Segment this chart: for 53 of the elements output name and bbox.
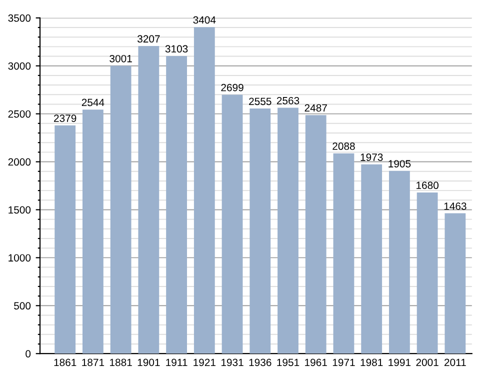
- bar: [82, 110, 104, 354]
- data-label: 3207: [137, 35, 160, 43]
- data-label: 3404: [193, 16, 216, 24]
- x-tick-label: 1936: [249, 358, 272, 366]
- y-tick-label: 3000: [8, 62, 31, 70]
- x-tick-label: 2001: [416, 358, 438, 366]
- x-tick-label: 1881: [110, 358, 132, 366]
- x-tick-label: 1981: [360, 358, 383, 366]
- y-tick-label: 2500: [8, 110, 31, 118]
- x-tick-label: 1901: [138, 358, 160, 366]
- data-label: 2088: [332, 142, 355, 150]
- bar: [222, 94, 243, 354]
- data-label: 2563: [276, 96, 300, 104]
- data-label: 1680: [416, 182, 438, 190]
- data-label: 1905: [388, 160, 411, 168]
- bar: [361, 164, 382, 354]
- x-tick-label: 1931: [221, 358, 244, 366]
- x-tick-label: 1861: [54, 358, 76, 366]
- y-tick-label: 3500: [8, 14, 31, 22]
- y-tick-label: 500: [14, 302, 31, 310]
- x-tick-label: 1951: [277, 358, 300, 366]
- y-tick-label: 1000: [8, 254, 31, 262]
- bar: [416, 192, 438, 354]
- data-label: 2487: [304, 104, 327, 112]
- y-tick-label: 1500: [8, 206, 31, 214]
- bar: [250, 108, 271, 354]
- x-tick-label: 1921: [194, 358, 216, 366]
- bar: [54, 125, 76, 354]
- data-label: 2555: [249, 98, 272, 106]
- data-label: 1973: [360, 154, 383, 161]
- bar: [138, 46, 160, 354]
- bar: [110, 66, 132, 354]
- bar: [444, 213, 466, 354]
- bar: [194, 27, 215, 354]
- bar: [305, 115, 326, 354]
- x-tick-label: 1971: [332, 358, 355, 366]
- data-label: 2544: [82, 98, 104, 106]
- x-tick-label: 1991: [388, 358, 411, 366]
- data-label: 3001: [110, 54, 132, 62]
- y-tick-label: 2000: [8, 158, 31, 166]
- data-label: 2379: [54, 114, 76, 122]
- data-label: 2699: [221, 84, 244, 92]
- bar: [333, 153, 354, 354]
- x-tick-label: 2011: [444, 358, 466, 366]
- x-tick-label: 1871: [82, 358, 104, 366]
- bar: [278, 108, 298, 354]
- bar: [389, 170, 410, 354]
- y-tick-label: 0: [26, 350, 31, 358]
- bar: [166, 56, 187, 354]
- data-label: 1463: [444, 202, 466, 210]
- x-tick-label: 1961: [305, 358, 327, 366]
- x-tick-label: 1911: [166, 358, 188, 366]
- data-label: 3103: [165, 45, 188, 53]
